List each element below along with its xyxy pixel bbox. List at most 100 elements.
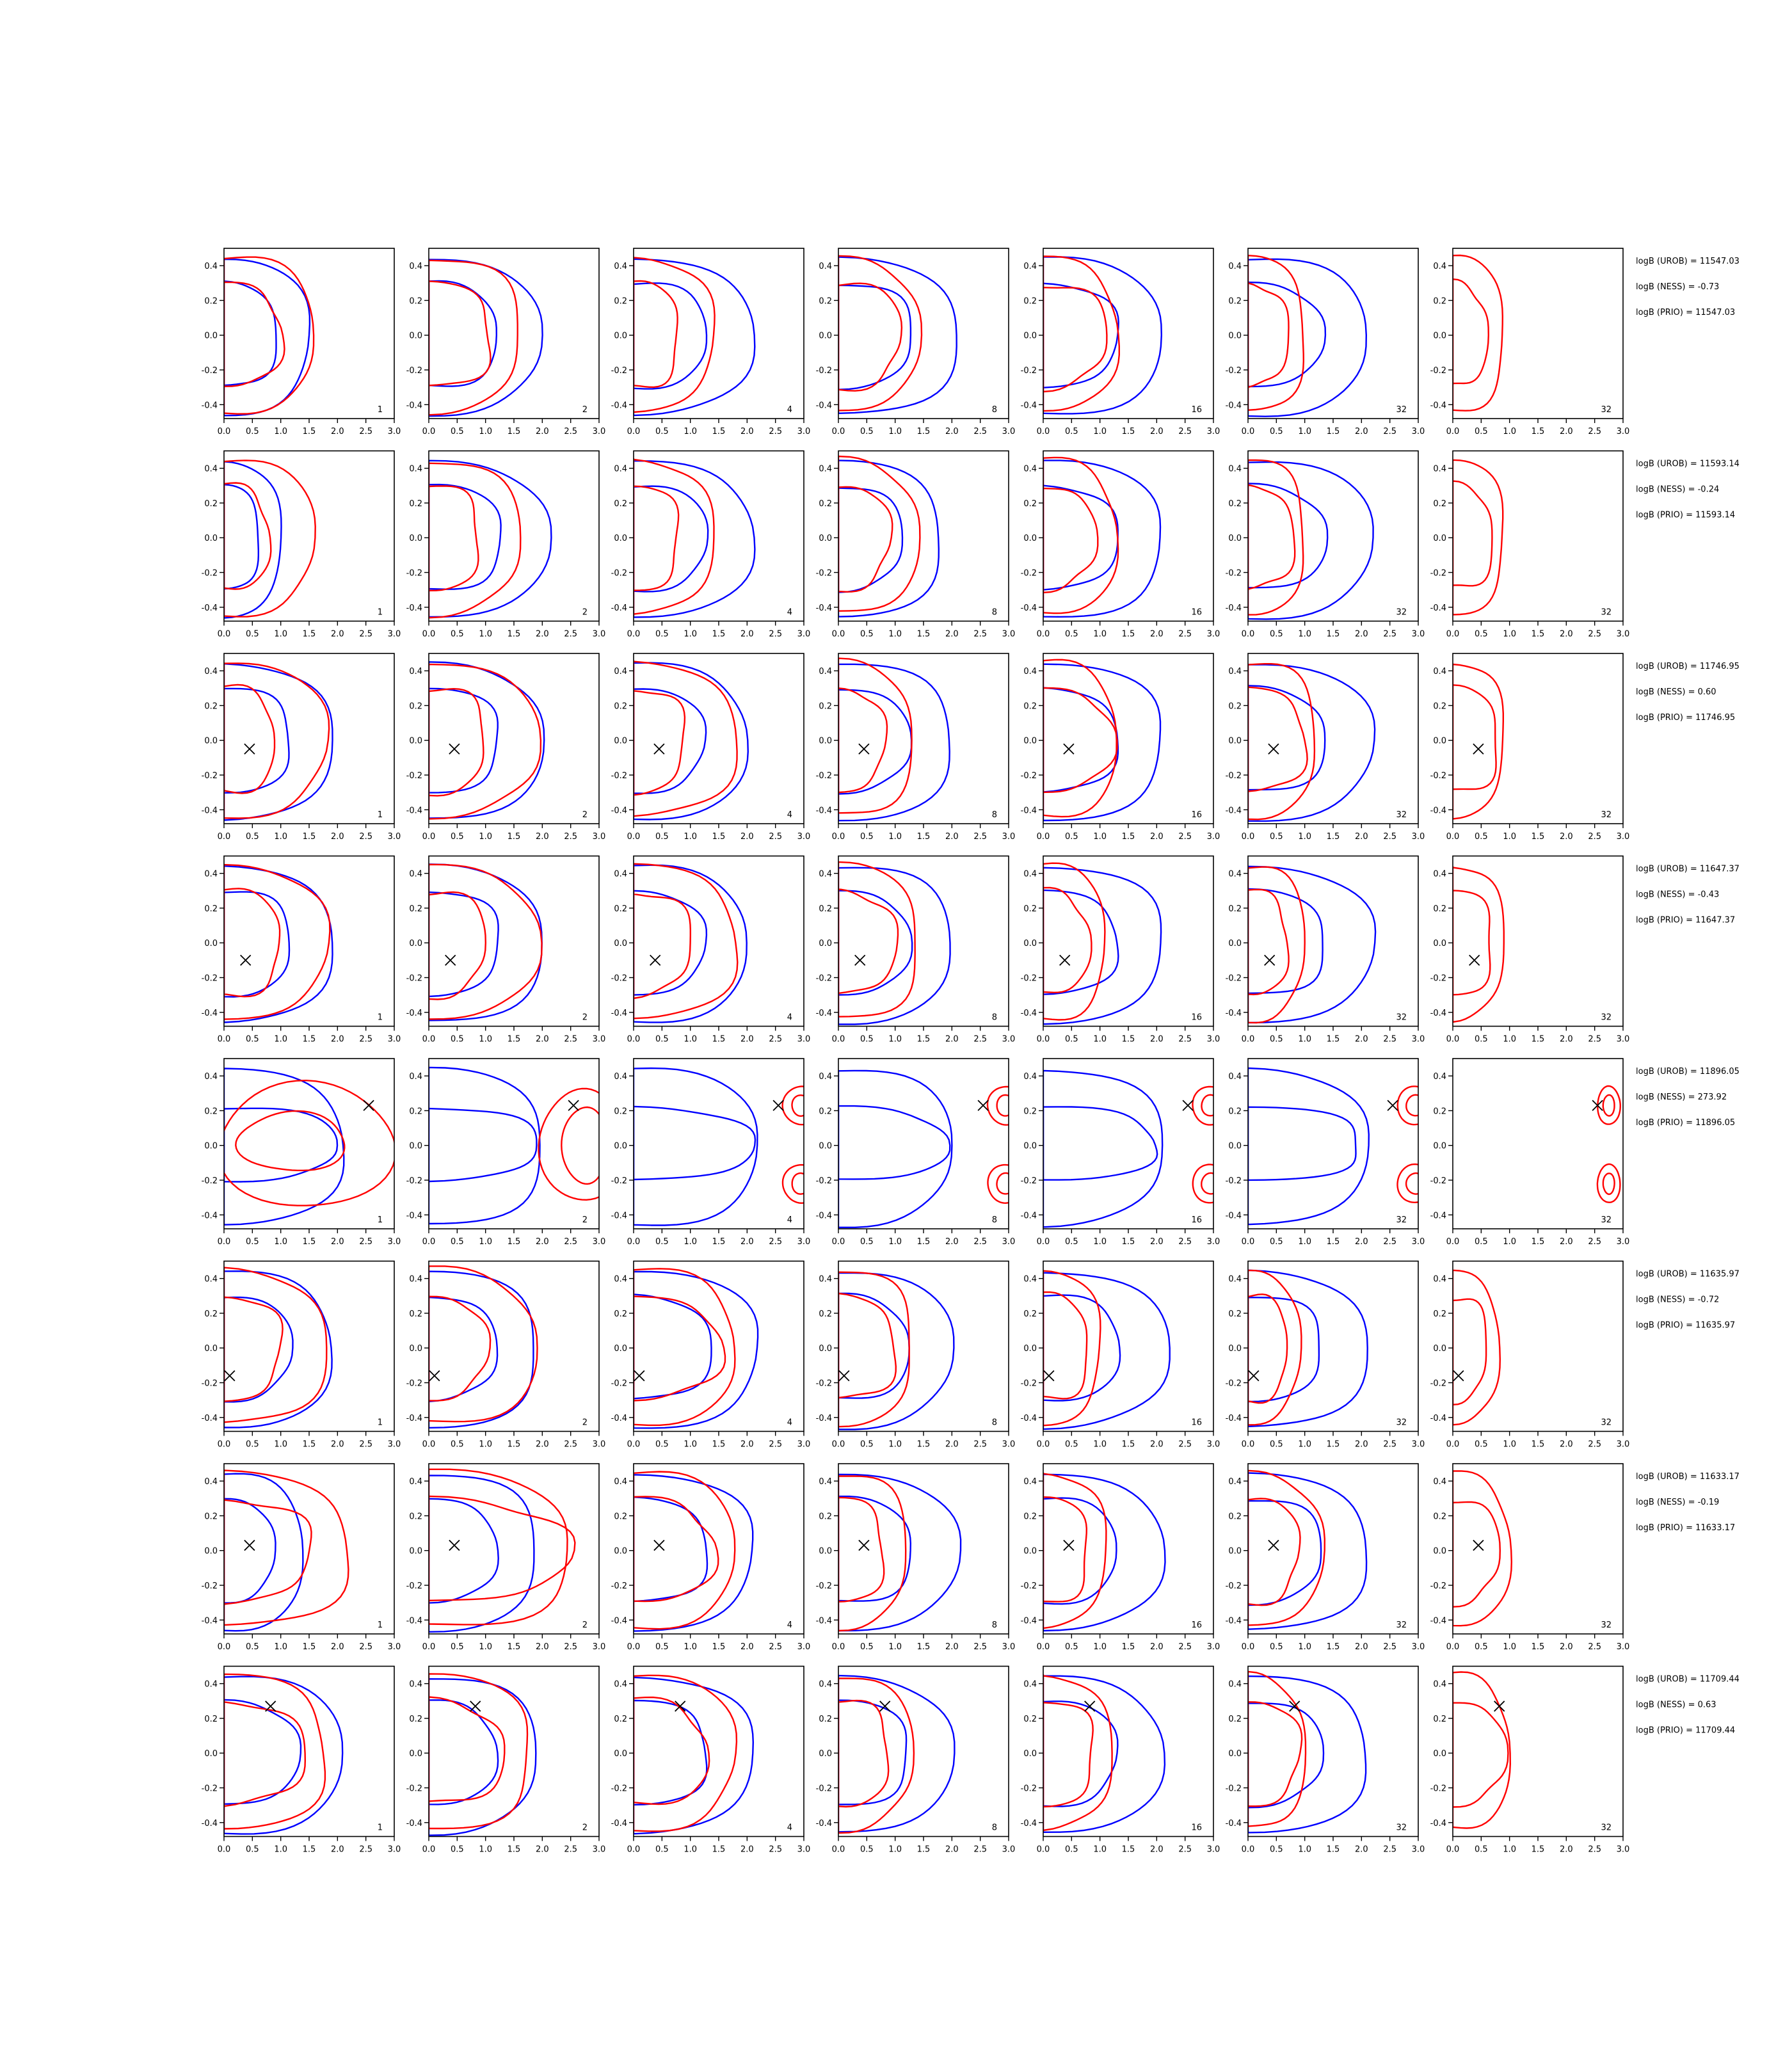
x-tick-label: 2.5	[769, 1845, 782, 1855]
blue-inner-contour	[838, 284, 912, 390]
y-tick-label: 0.4	[1228, 262, 1242, 271]
x-tick-label: 2.5	[564, 427, 577, 436]
x-tick-label: 1.0	[1093, 832, 1107, 842]
red-inner-contour	[224, 482, 272, 590]
red-mode-inner-contour	[996, 1094, 1009, 1117]
x-tick-label: 0.0	[422, 1845, 436, 1855]
y-tick-label: 0.2	[614, 296, 627, 306]
red-outer-contour	[1453, 459, 1504, 616]
y-tick-label: 0.2	[204, 701, 218, 711]
y-tick-label: 0.2	[409, 1715, 422, 1724]
x-tick-label: 0.0	[218, 1642, 231, 1652]
x-tick-label: 2.5	[1588, 1035, 1601, 1044]
x-tick-label: 1.5	[1122, 427, 1135, 436]
y-tick-label: 0.4	[409, 1680, 422, 1690]
axes-frame	[1043, 1463, 1214, 1635]
x-tick-label: 2.0	[1355, 427, 1368, 436]
logb-annotation: logB (NESS) = 273.92	[1636, 1092, 1727, 1102]
x-tick-label: 0.0	[218, 1035, 231, 1044]
y-tick-label: -0.4	[1430, 1819, 1446, 1828]
red-outer-contour	[224, 256, 315, 415]
x-tick-label: 2.5	[1588, 427, 1601, 436]
y-tick-label: 0.0	[204, 1344, 218, 1354]
y-tick-label: 0.4	[1228, 870, 1242, 879]
x-tick-label: 2.0	[536, 1237, 549, 1247]
panel-label: 16	[1191, 608, 1202, 618]
red-mode-outer-contour	[1396, 1163, 1418, 1204]
x-tick-label: 3.0	[1617, 630, 1630, 639]
x-tick-label: 3.0	[797, 1642, 811, 1652]
x-tick-label: 0.5	[1475, 1440, 1488, 1450]
y-tick-label: -0.2	[1021, 366, 1037, 376]
red-inner-contour	[838, 486, 893, 593]
x-tick-label: 0.0	[832, 1237, 845, 1247]
y-tick-label: 0.4	[409, 1477, 422, 1487]
red-inner-contour	[838, 687, 888, 794]
blue-inner-contour	[429, 280, 498, 387]
y-tick-label: -0.2	[816, 771, 832, 781]
x-marker	[854, 954, 866, 966]
y-tick-label: 0.0	[409, 534, 422, 543]
red-outer-contour	[429, 1265, 538, 1423]
blue-outer-contour	[429, 460, 552, 618]
y-tick-label: 0.4	[1023, 870, 1037, 879]
x-tick-label: 3.0	[797, 1035, 811, 1044]
y-tick-label: -0.4	[1430, 806, 1446, 815]
y-tick-label: 0.0	[614, 1749, 627, 1759]
panel-label: 2	[582, 1215, 588, 1225]
y-tick-label: 0.4	[409, 870, 422, 879]
blue-outer-contour	[1043, 867, 1162, 1025]
y-tick-label: -0.4	[1021, 1819, 1037, 1828]
x-tick-label: 0.5	[1475, 630, 1488, 639]
x-tick-label: 1.0	[479, 427, 492, 436]
blue-inner-contour	[1248, 1106, 1357, 1181]
logb-annotation: logB (UROB) = 11547.03	[1636, 257, 1740, 266]
x-tick-label: 1.0	[684, 1642, 697, 1652]
red-inner-contour	[634, 891, 691, 1000]
x-tick-label: 3.0	[797, 1237, 811, 1247]
panel-label: 2	[582, 405, 588, 415]
axes-frame	[1452, 1260, 1624, 1432]
x-tick-label: 1.5	[917, 630, 931, 639]
blue-inner-contour	[634, 890, 708, 996]
x-tick-label: 2.5	[973, 1035, 987, 1044]
y-tick-label: -0.4	[1226, 1211, 1242, 1220]
subplot-r7-c6: 0.0 0.5 1.0 1.5 2.0 2.5 3.0 -0.4 -0.2 0.0 0.2 0.4 32	[1226, 1463, 1425, 1652]
y-tick-label: 0.2	[614, 1309, 627, 1319]
blue-inner-contour	[224, 484, 259, 590]
axes-frame	[1247, 1058, 1419, 1229]
y-tick-label: 0.0	[1023, 1142, 1037, 1151]
x-tick-label: 0.0	[1242, 1440, 1255, 1450]
red-mode-outer-contour	[1597, 1085, 1622, 1125]
plot-area	[1248, 1067, 1418, 1226]
blue-outer-contour	[1248, 258, 1368, 417]
red-outer-contour	[634, 1268, 736, 1427]
y-tick-label: 0.4	[614, 870, 627, 879]
x-tick-label: 1.5	[1122, 832, 1135, 842]
x-tick-label: 2.0	[1355, 1035, 1368, 1044]
x-tick-label: 1.5	[712, 832, 726, 842]
x-tick-label: 0.5	[1475, 1035, 1488, 1044]
x-marker	[244, 1539, 255, 1551]
y-tick-label: 0.4	[1023, 1477, 1037, 1487]
y-tick-label: 0.2	[204, 499, 218, 509]
x-tick-label: 2.5	[973, 630, 987, 639]
x-tick-label: 0.5	[1065, 1035, 1078, 1044]
x-tick-label: 1.0	[479, 1642, 492, 1652]
blue-inner-contour	[1043, 889, 1119, 995]
y-tick-label: -0.4	[1430, 1211, 1446, 1220]
panel-label: 32	[1396, 1418, 1407, 1428]
x-tick-label: 0.0	[1037, 1035, 1050, 1044]
y-tick-label: 0.0	[204, 1749, 218, 1759]
red-mode-outer-contour	[1396, 1085, 1418, 1126]
y-tick-label: 0.0	[1023, 1749, 1037, 1759]
x-tick-label: 1.0	[274, 1440, 287, 1450]
x-tick-label: 2.0	[331, 427, 344, 436]
panel-label: 1	[378, 1418, 383, 1428]
y-tick-label: 0.0	[614, 939, 627, 948]
panel-label: 16	[1191, 1215, 1202, 1225]
subplot-r3-c1: 0.0 0.5 1.0 1.5 2.0 2.5 3.0 -0.4 -0.2 0.0 0.2 0.4 1	[202, 653, 401, 842]
x-tick-label: 2.0	[1560, 1642, 1573, 1652]
x-tick-label: 2.0	[1150, 1440, 1164, 1450]
x-tick-label: 0.5	[451, 630, 464, 639]
